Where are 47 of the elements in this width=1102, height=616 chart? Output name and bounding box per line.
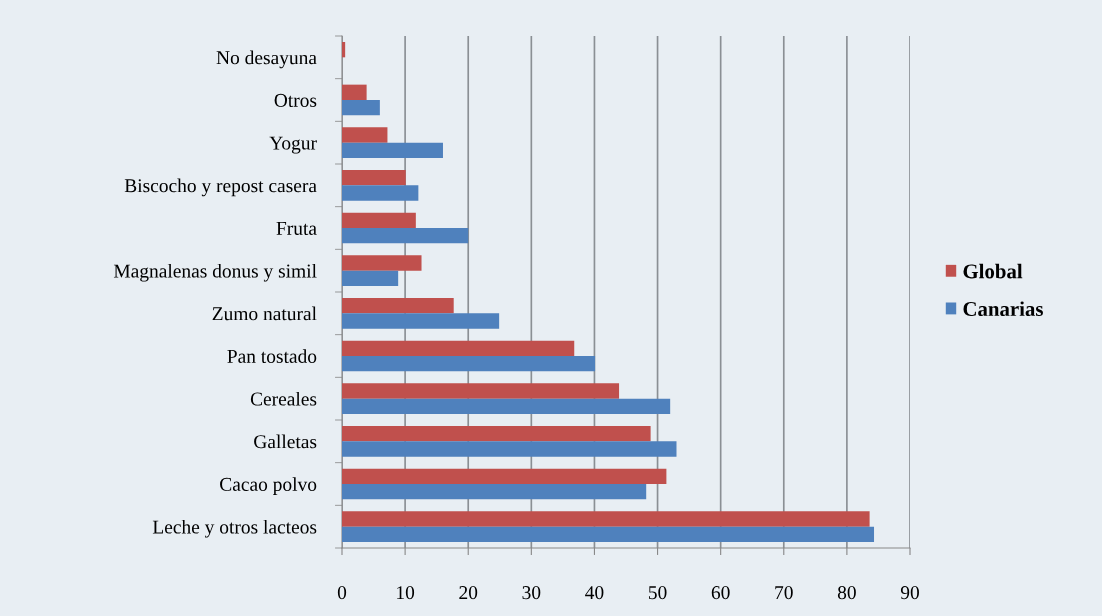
bar xyxy=(342,185,419,201)
bar xyxy=(342,297,454,314)
bar xyxy=(342,127,388,143)
bar xyxy=(342,484,647,500)
x-tick-label: 50 xyxy=(648,586,667,600)
y-tick-label: Leche y otros lacteos xyxy=(152,519,317,538)
y-tick-label: Yogur xyxy=(269,136,317,154)
x-tick-label: 80 xyxy=(837,586,856,600)
bar xyxy=(342,468,667,484)
y-tick-label: Galletas xyxy=(254,434,317,449)
bar xyxy=(342,441,677,457)
y-tick-label: Cacao polvo xyxy=(220,477,317,495)
x-tick-label: 20 xyxy=(459,586,478,600)
bar xyxy=(342,340,575,356)
bar xyxy=(342,84,367,100)
y-tick-label: No desayuna xyxy=(216,50,317,69)
bar xyxy=(342,270,399,287)
bar xyxy=(342,526,875,543)
bar xyxy=(342,356,596,372)
bar xyxy=(342,142,443,159)
y-tick-label: Magnalenas donus y simil xyxy=(113,263,317,282)
legend-label: Global xyxy=(963,263,1023,279)
bar xyxy=(342,41,346,58)
bar xyxy=(342,228,469,244)
x-tick-label: 30 xyxy=(522,586,541,600)
y-tick-label: Biscocho y repost casera xyxy=(124,178,317,197)
bar xyxy=(342,511,870,527)
bar xyxy=(342,425,651,442)
x-tick-label: 40 xyxy=(585,586,604,600)
x-tick-label: 60 xyxy=(711,586,730,600)
y-tick-label: Zumo natural xyxy=(212,306,317,321)
x-tick-label: 90 xyxy=(900,586,919,600)
y-tick-label: Cereales xyxy=(250,391,317,406)
bar xyxy=(342,169,406,186)
bar xyxy=(342,212,416,228)
legend-label: Canarias xyxy=(963,301,1043,317)
bar xyxy=(342,383,620,399)
y-tick-label: Fruta xyxy=(276,222,317,235)
y-tick-label: Pan tostado xyxy=(227,349,317,363)
y-tick-label: Otros xyxy=(274,93,317,107)
x-tick-label: 10 xyxy=(397,586,415,600)
x-tick-label: 0 xyxy=(337,586,347,600)
bar xyxy=(342,398,671,415)
bar xyxy=(342,313,500,329)
bar xyxy=(342,100,380,116)
bar xyxy=(342,255,422,271)
x-tick-label: 70 xyxy=(775,586,793,600)
